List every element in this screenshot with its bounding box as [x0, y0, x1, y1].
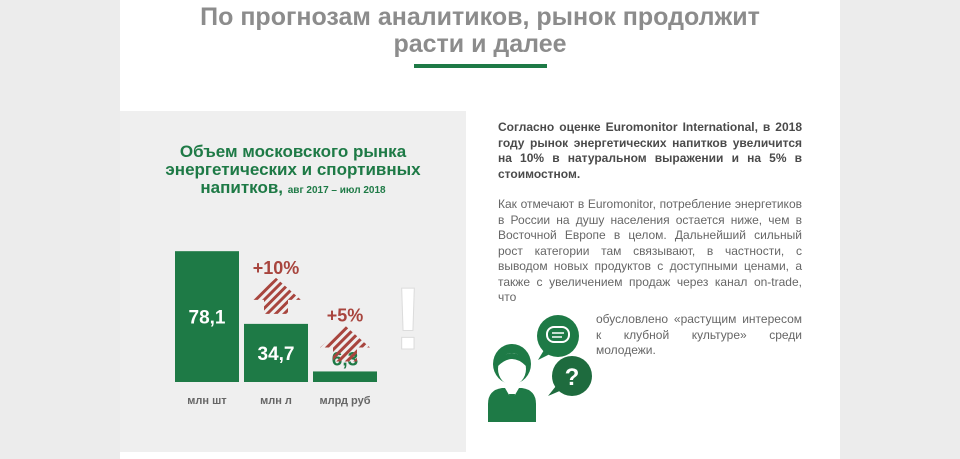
- question-icon: ?: [565, 364, 580, 391]
- bar-2: [313, 371, 377, 382]
- chart-panel: Объем московского рынка энергетических и…: [120, 111, 466, 452]
- question-bubble-icon: ?: [548, 356, 592, 396]
- text-column: Согласно оценке Euromonitor Internationa…: [498, 120, 802, 306]
- paragraph-analysis: Как отмечают в Euromonitor, потребление …: [498, 197, 802, 304]
- speech-bubble-icon: [537, 315, 579, 360]
- title-underline: [414, 64, 547, 68]
- chart-title-line-2: энергетических и спортивных: [165, 160, 421, 179]
- bar-1: [244, 323, 308, 382]
- page-title-line-2: расти и далее: [393, 30, 567, 58]
- growth-label-1: +10%: [253, 258, 300, 278]
- chart-title: Объем московского рынка энергетических и…: [120, 143, 466, 200]
- growth-label-2: +5%: [327, 305, 364, 325]
- category-label-2: млрд руб: [319, 395, 370, 407]
- person-icon: [488, 344, 536, 422]
- page-title: По прогнозам аналитиков, рынок продолжит…: [120, 4, 840, 58]
- slide: По прогнозам аналитиков, рынок продолжит…: [120, 0, 840, 459]
- chart-title-line-3: напитков,: [200, 178, 284, 197]
- bar-0: [175, 251, 239, 382]
- chart-period: авг 2017 – июл 2018: [287, 185, 386, 196]
- category-label-1: млн л: [260, 395, 292, 407]
- exclamation-icon: !: [393, 269, 422, 368]
- chart-title-line-1: Объем московского рынка: [179, 142, 407, 161]
- person-thinking-illustration: ?: [488, 315, 592, 422]
- growth-arrow-1: [251, 277, 301, 314]
- bar-value-label-1: 34,7: [258, 344, 295, 365]
- category-label-0: млн шт: [187, 395, 227, 407]
- bar-value-label-0: 78,1: [189, 308, 226, 329]
- growth-arrow-2: [320, 325, 370, 362]
- page-title-line-1: По прогнозам аналитиков, рынок продолжит: [200, 3, 760, 31]
- paragraph-conclusion: обусловлено «растущим интересом к клубно…: [596, 312, 802, 357]
- paragraph-forecast: Согласно оценке Euromonitor Internationa…: [498, 120, 802, 181]
